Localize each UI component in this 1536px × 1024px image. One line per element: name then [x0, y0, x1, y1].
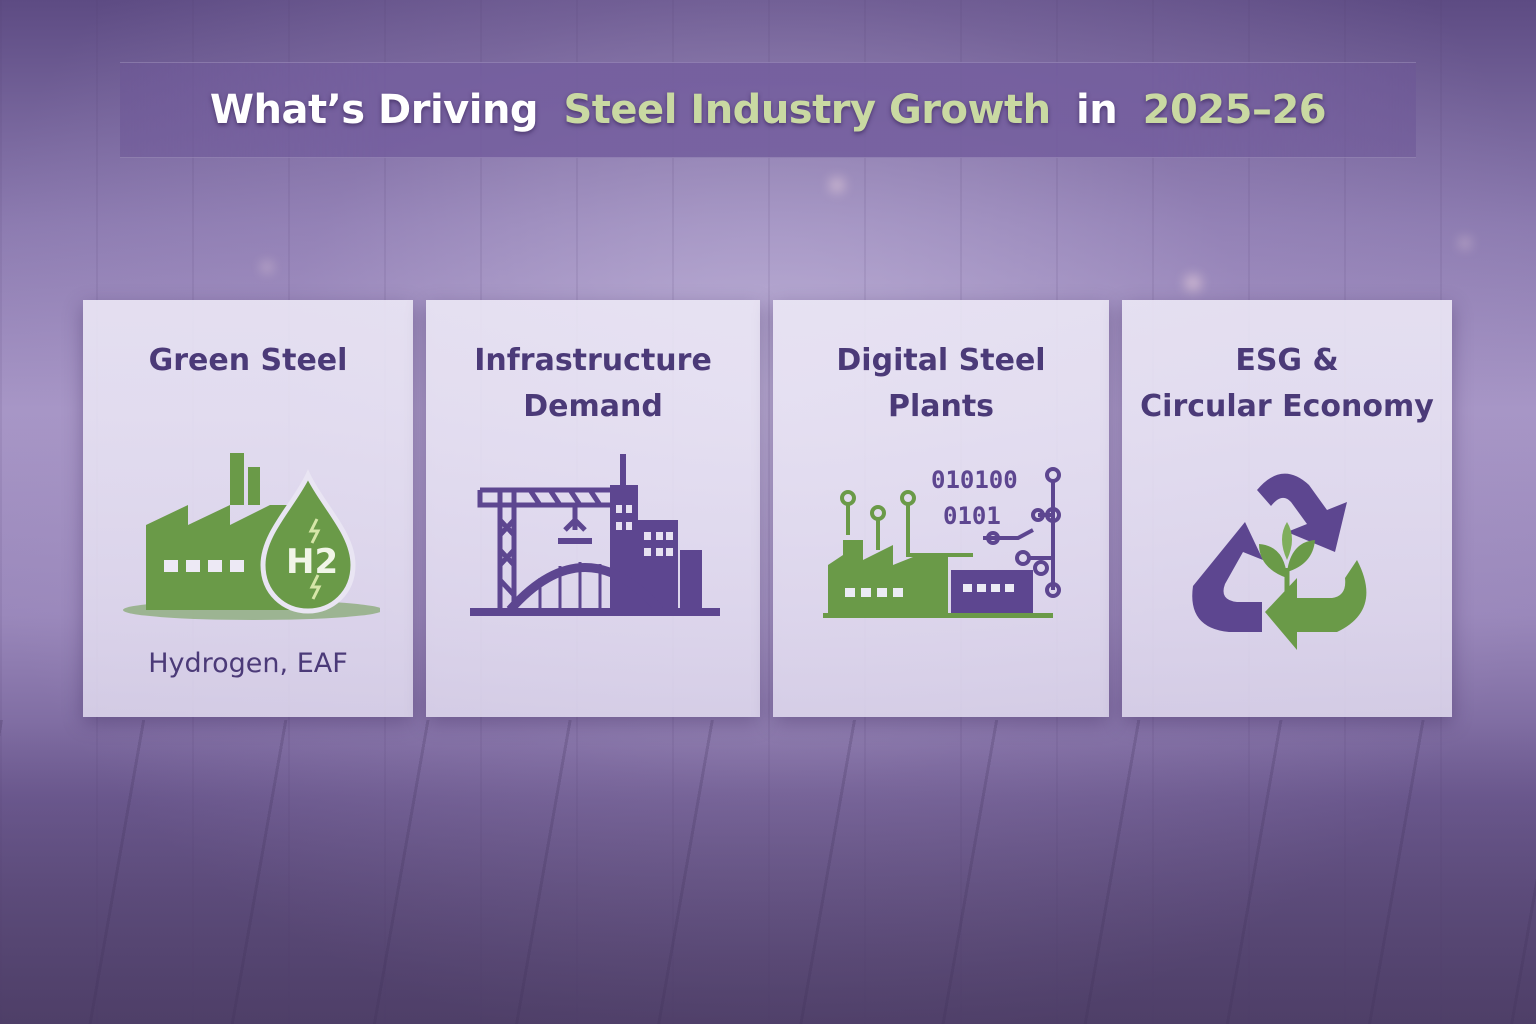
card-title-line-2: Plants — [887, 389, 995, 424]
factory-hydrogen-icon: H2 — [123, 453, 380, 620]
title-banner: What’s Driving Steel Industry Growth in … — [120, 62, 1416, 158]
card-green-steel: Green Steel H2 Hydrogen, EAF — [83, 300, 413, 717]
card-title-line-1: Digital Steel — [836, 343, 1046, 378]
binary-text-line-1: 010100 — [931, 466, 1018, 494]
card-title-line-1: Green Steel — [148, 343, 348, 378]
card-title: ESG & Circular Economy — [1122, 338, 1452, 430]
recycle-leaf-icon — [1192, 473, 1367, 650]
h2-label: H2 — [286, 542, 338, 582]
card-subtitle: Hydrogen, EAF — [148, 648, 348, 679]
background-light — [1460, 238, 1470, 248]
card-digital-steel-plants: Digital Steel Plants 010100 0101 — [773, 300, 1109, 717]
title-highlight-1: Steel Industry Growth — [563, 87, 1052, 133]
title-highlight-2: 2025–26 — [1142, 87, 1327, 133]
background-light — [1185, 275, 1201, 291]
card-infrastructure-demand: Infrastructure Demand — [426, 300, 760, 717]
city-crane-bridge-icon — [470, 454, 720, 616]
background-light — [830, 178, 844, 192]
card-title: Digital Steel Plants — [773, 338, 1109, 430]
card-title-line-2: Demand — [523, 389, 663, 424]
card-title-line-1: ESG & — [1235, 343, 1339, 378]
binary-text-line-2: 0101 — [943, 502, 1001, 530]
card-title-line-1: Infrastructure — [474, 343, 712, 378]
background-floor — [0, 720, 1536, 1024]
digital-factory-icon: 010100 0101 — [823, 466, 1061, 618]
title-part-2: in — [1075, 87, 1118, 133]
background-light — [262, 262, 272, 272]
page-title: What’s Driving Steel Industry Growth in … — [209, 87, 1327, 133]
card-title: Infrastructure Demand — [426, 338, 760, 430]
card-title-line-2: Circular Economy — [1140, 389, 1434, 424]
title-part-1: What’s Driving — [209, 87, 539, 133]
card-title: Green Steel — [83, 338, 413, 384]
card-esg-circular-economy: ESG & Circular Economy — [1122, 300, 1452, 717]
